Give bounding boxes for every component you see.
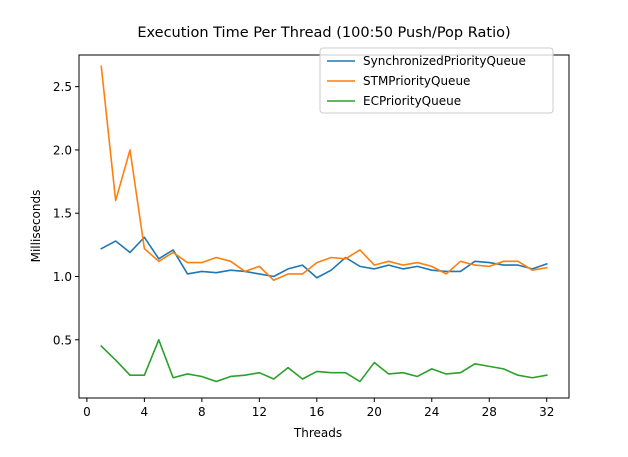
legend-frame (319, 47, 554, 114)
x-tick-label: 0 (83, 405, 91, 419)
legend-label-ec: ECPriorityQueue (363, 94, 461, 108)
x-tick-label: 16 (309, 405, 324, 419)
x-tick-label: 8 (198, 405, 206, 419)
series-line-ecpriorityqueue (100, 338, 548, 383)
x-tick-label: 12 (252, 405, 267, 419)
x-tick-label: 32 (539, 405, 554, 419)
x-axis-label: Threads (293, 426, 342, 440)
x-tick-label: 4 (141, 405, 149, 419)
y-tick-label: 1.5 (53, 207, 72, 221)
legend: SynchronizedPriorityQueue STMPriorityQue… (319, 47, 554, 114)
legend-label-synchronized: SynchronizedPriorityQueue (363, 54, 526, 68)
legend-label-stm: STMPriorityQueue (363, 74, 470, 88)
y-axis-label: Milliseconds (29, 190, 43, 263)
y-tick-label: 2.0 (53, 143, 72, 157)
x-tick-label: 20 (367, 405, 382, 419)
series-layer (100, 65, 548, 383)
x-tick-label: 28 (482, 405, 497, 419)
series-line-stmpriorityqueue (100, 65, 548, 282)
x-tick-label: 24 (424, 405, 439, 419)
chart-title: Execution Time Per Thread (100:50 Push/P… (137, 25, 510, 41)
x-axis: 0 4 8 12 16 20 24 28 32 (83, 398, 554, 419)
y-axis: 0.5 1.0 1.5 2.0 2.5 (53, 80, 79, 347)
y-tick-label: 2.5 (53, 80, 72, 94)
y-tick-label: 0.5 (53, 333, 72, 347)
y-tick-label: 1.0 (53, 270, 72, 284)
